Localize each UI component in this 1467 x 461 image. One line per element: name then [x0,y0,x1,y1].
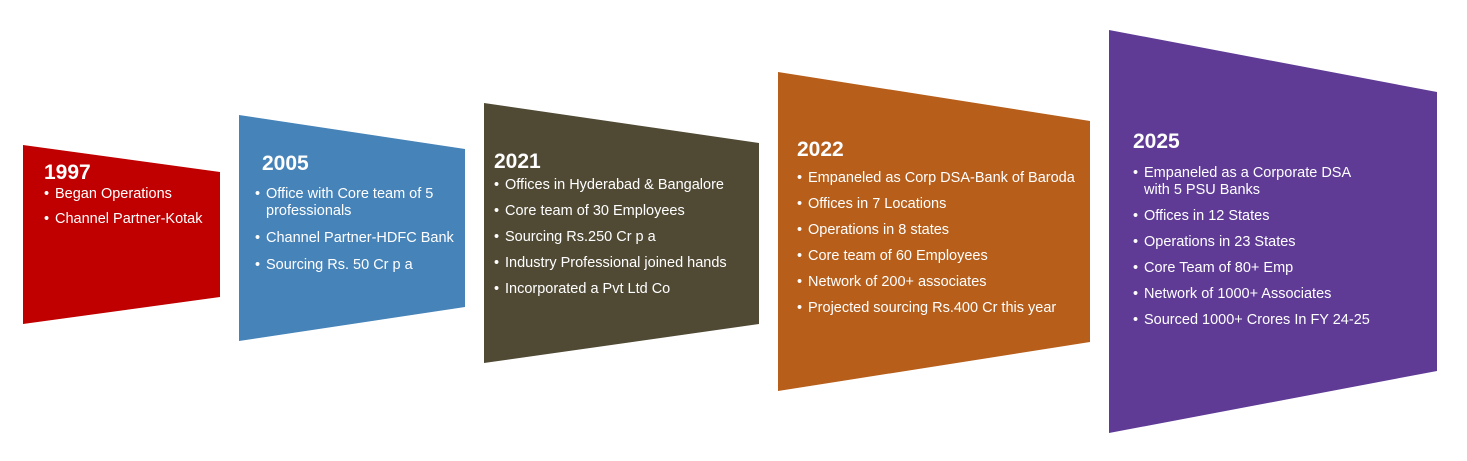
list-item: Projected sourcing Rs.400 Cr this year [797,300,1087,317]
step-items: Office with Core team of 5 professionals… [255,186,455,274]
list-item: Sourced 1000+ Crores In FY 24-25 [1133,312,1393,329]
list-item: Core team of 60 Employees [797,248,1087,265]
list-item: Offices in 7 Locations [797,196,1087,213]
step-year: 2021 [494,150,541,173]
list-item: Empaneled as a Corporate DSA with 5 PSU … [1133,165,1374,199]
step-items: Began Operations Channel Partner-Kotak [44,186,219,228]
list-item: Channel Partner-Kotak [44,211,219,228]
step-items: Offices in Hyderabad & Bangalore Core te… [494,177,754,298]
step-year: 1997 [44,161,91,184]
list-item: Core team of 30 Employees [494,203,754,220]
list-item: Industry Professional joined hands [494,255,754,272]
step-year: 2005 [262,152,309,175]
step-year: 2022 [797,138,844,161]
list-item: Began Operations [44,186,219,203]
timeline-step-2021: 2021 Offices in Hyderabad & Bangalore Co… [494,149,754,307]
timeline-step-2022: 2022 Empaneled as Corp DSA-Bank of Barod… [797,137,1087,326]
list-item: Sourcing Rs.250 Cr p a [494,229,754,246]
list-item: Operations in 8 states [797,222,1087,239]
list-item: Network of 200+ associates [797,274,1087,291]
step-shape-2005 [239,115,465,341]
list-item: Operations in 23 States [1133,234,1393,251]
list-item: Empaneled as Corp DSA-Bank of Baroda [797,170,1087,187]
list-item: Network of 1000+ Associates [1133,286,1393,303]
timeline-step-1997: 1997 Began Operations Channel Partner-Ko… [44,160,219,236]
list-item: Incorporated a Pvt Ltd Co [494,281,754,298]
list-item: Offices in Hyderabad & Bangalore [494,177,754,194]
list-item: Sourcing Rs. 50 Cr p a [255,257,455,274]
step-shape-2025 [1109,30,1437,433]
list-item: Channel Partner-HDFC Bank [255,230,455,247]
step-items: Empaneled as a Corporate DSA with 5 PSU … [1133,165,1393,329]
step-year: 2025 [1133,130,1180,153]
step-items: Empaneled as Corp DSA-Bank of Baroda Off… [797,170,1087,317]
timeline-step-2005: 2005 Office with Core team of 5 professi… [255,151,455,284]
timeline-step-2025: 2025 Empaneled as a Corporate DSA with 5… [1133,129,1393,338]
list-item: Office with Core team of 5 professionals [255,186,455,220]
list-item: Offices in 12 States [1133,208,1393,225]
list-item: Core Team of 80+ Emp [1133,260,1393,277]
